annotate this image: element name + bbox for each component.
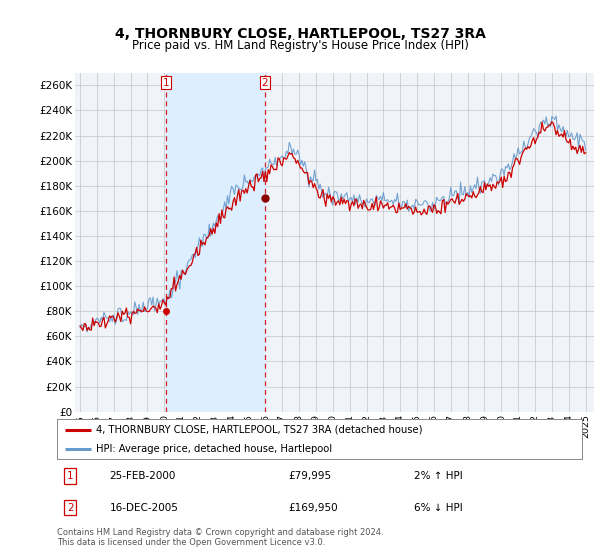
Text: HPI: Average price, detached house, Hartlepool: HPI: Average price, detached house, Hart… bbox=[97, 444, 332, 454]
Text: 25-FEB-2000: 25-FEB-2000 bbox=[110, 471, 176, 481]
Text: 6% ↓ HPI: 6% ↓ HPI bbox=[414, 503, 463, 513]
Text: 4, THORNBURY CLOSE, HARTLEPOOL, TS27 3RA: 4, THORNBURY CLOSE, HARTLEPOOL, TS27 3RA bbox=[115, 27, 485, 41]
Bar bbox=[166, 73, 265, 412]
Text: 2% ↑ HPI: 2% ↑ HPI bbox=[414, 471, 463, 481]
Text: 1: 1 bbox=[67, 471, 73, 481]
Text: 1: 1 bbox=[163, 78, 170, 88]
Text: £79,995: £79,995 bbox=[288, 471, 331, 481]
Text: 2: 2 bbox=[262, 78, 268, 88]
Text: 16-DEC-2005: 16-DEC-2005 bbox=[110, 503, 178, 513]
Text: Price paid vs. HM Land Registry's House Price Index (HPI): Price paid vs. HM Land Registry's House … bbox=[131, 39, 469, 53]
Text: £169,950: £169,950 bbox=[288, 503, 338, 513]
Text: Contains HM Land Registry data © Crown copyright and database right 2024.
This d: Contains HM Land Registry data © Crown c… bbox=[57, 528, 383, 547]
Text: 2: 2 bbox=[67, 503, 73, 513]
Text: 4, THORNBURY CLOSE, HARTLEPOOL, TS27 3RA (detached house): 4, THORNBURY CLOSE, HARTLEPOOL, TS27 3RA… bbox=[97, 425, 423, 435]
